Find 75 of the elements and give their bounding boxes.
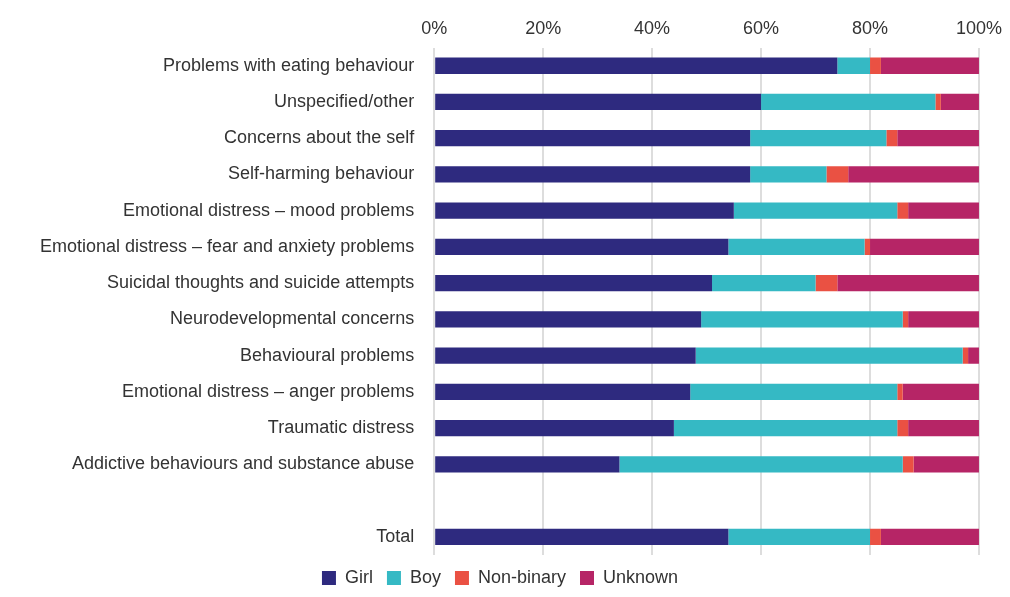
bar xyxy=(864,238,871,256)
legend-label: Girl xyxy=(344,566,373,587)
bar xyxy=(837,275,979,292)
legend-label: Boy xyxy=(409,566,441,587)
y-tick-label: Emotional distress – fear and anxiety problems xyxy=(40,235,415,256)
y-tick-label: Addictive behaviours and substance abuse xyxy=(71,453,415,474)
y-tick-label: Traumatic distress xyxy=(267,417,415,438)
bar xyxy=(435,275,713,292)
bar xyxy=(761,93,936,111)
bar xyxy=(701,311,903,328)
bar xyxy=(826,166,849,183)
x-tick-label: 0% xyxy=(421,17,448,38)
bar xyxy=(908,202,979,219)
bar xyxy=(435,456,620,473)
bar xyxy=(435,528,729,546)
bar xyxy=(902,456,914,473)
y-tick-label: Problems with eating behaviour xyxy=(163,54,415,75)
legend-label: Unknown xyxy=(603,566,679,587)
bar xyxy=(913,456,979,473)
bar xyxy=(728,528,871,546)
x-tick-label: 80% xyxy=(852,17,889,38)
bar xyxy=(848,166,979,183)
bar xyxy=(870,57,881,74)
bar xyxy=(886,130,898,147)
bar xyxy=(902,383,979,401)
bar xyxy=(870,528,881,546)
bar xyxy=(880,528,979,546)
y-tick-label: Self-harming behaviour xyxy=(228,163,415,184)
bar xyxy=(902,311,909,328)
x-tick-label: 60% xyxy=(743,17,780,38)
bar xyxy=(695,347,963,364)
bar xyxy=(690,383,898,401)
bar xyxy=(897,130,979,147)
bar xyxy=(435,93,762,111)
bar xyxy=(750,166,827,183)
bar xyxy=(908,420,979,437)
bar xyxy=(880,57,979,74)
y-tick-label: Unspecified/other xyxy=(274,90,415,111)
bar xyxy=(870,238,979,256)
legend-label: Non-binary xyxy=(477,566,567,587)
y-tick-label: Suicidal thoughts and suicide attempts xyxy=(107,272,415,293)
bar xyxy=(837,57,871,74)
bar xyxy=(733,202,898,219)
y-tick-label: Emotional distress – mood problems xyxy=(123,199,415,220)
bar xyxy=(435,347,696,364)
bar xyxy=(897,383,903,401)
bar xyxy=(619,456,903,473)
y-tick-label: Neurodevelopmental concerns xyxy=(170,308,415,329)
bar xyxy=(728,238,865,256)
bar xyxy=(435,420,674,437)
bar xyxy=(897,420,909,437)
bar xyxy=(750,130,887,147)
y-tick-label: Concerns about the self xyxy=(224,127,416,148)
bar xyxy=(435,202,734,219)
bar xyxy=(435,383,691,401)
bar xyxy=(435,166,751,183)
y-tick-label: Emotional distress – anger problems xyxy=(122,380,415,401)
bar xyxy=(962,347,969,364)
bar xyxy=(815,275,838,292)
bar xyxy=(435,57,838,74)
x-tick-label: 100% xyxy=(955,17,1002,38)
x-tick-label: 40% xyxy=(634,17,671,38)
bar xyxy=(968,347,979,364)
bar xyxy=(897,202,909,219)
bar xyxy=(435,130,751,147)
bar xyxy=(935,93,941,111)
y-tick-label: Total xyxy=(376,525,415,546)
bar xyxy=(908,311,979,328)
x-tick-label: 20% xyxy=(525,17,562,38)
bar xyxy=(940,93,979,111)
bar xyxy=(712,275,816,292)
bar xyxy=(435,311,702,328)
bar xyxy=(435,238,729,256)
bar xyxy=(673,420,898,437)
y-tick-label: Behavioural problems xyxy=(240,344,415,365)
